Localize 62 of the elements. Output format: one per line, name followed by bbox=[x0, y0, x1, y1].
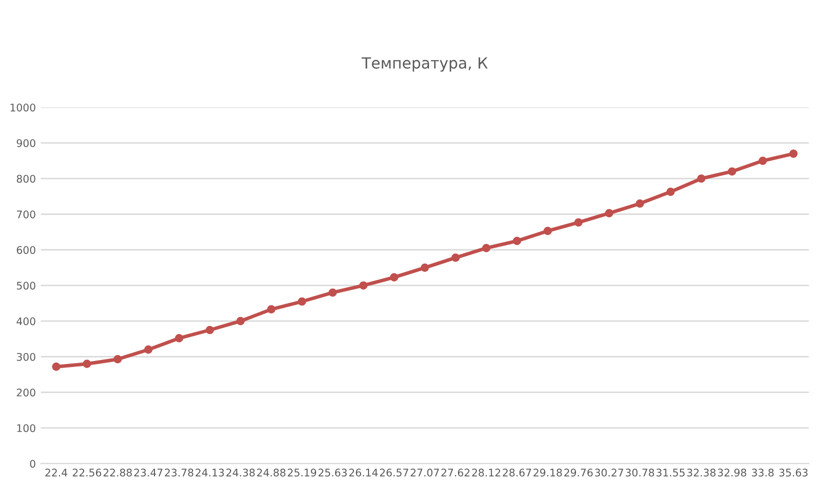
point bbox=[544, 226, 552, 236]
x-tick-label: 32.98 bbox=[718, 468, 746, 477]
point bbox=[728, 167, 736, 176]
point bbox=[359, 281, 368, 290]
point bbox=[420, 264, 430, 272]
point bbox=[604, 208, 614, 218]
y-tick-label: 500 bbox=[16, 282, 36, 290]
chart-title: Температура, К bbox=[362, 57, 488, 72]
x-tick-label: 26.14 bbox=[349, 468, 378, 477]
x-tick-label: 24.13 bbox=[196, 468, 224, 477]
x-tick-label: 25.19 bbox=[288, 468, 316, 477]
x-tick-label: 31.55 bbox=[656, 468, 685, 477]
x-tick-label: 27.62 bbox=[441, 468, 470, 477]
point bbox=[636, 199, 644, 208]
point bbox=[512, 236, 522, 246]
y-tick-label: 300 bbox=[16, 352, 36, 361]
x-tick-label: 28.12 bbox=[472, 468, 500, 477]
y-tick-label: 800 bbox=[16, 174, 36, 183]
y-tick-label: 200 bbox=[16, 388, 36, 396]
y-tick-label: 900 bbox=[16, 139, 36, 148]
point bbox=[789, 150, 798, 158]
x-tick-label: 27.07 bbox=[410, 468, 439, 477]
x-tick-label: 26.57 bbox=[380, 468, 408, 477]
point bbox=[174, 334, 184, 342]
x-tick-label: 29.18 bbox=[534, 468, 562, 477]
y-tick-label: 400 bbox=[16, 317, 36, 326]
point bbox=[144, 345, 153, 354]
x-tick-label: 24.88 bbox=[257, 468, 286, 477]
x-tick-label: 30.27 bbox=[595, 468, 624, 477]
point bbox=[666, 188, 675, 196]
y-tick-label: 700 bbox=[16, 210, 36, 218]
point bbox=[236, 316, 245, 326]
point bbox=[267, 305, 276, 314]
x-tick-label: 22.4 bbox=[45, 468, 68, 476]
x-tick-label: 33.8 bbox=[752, 468, 774, 477]
point bbox=[574, 218, 583, 227]
point bbox=[390, 273, 398, 282]
x-tick-label: 29.76 bbox=[564, 468, 593, 477]
point bbox=[52, 362, 60, 371]
x-tick-label: 25.63 bbox=[318, 468, 347, 477]
point bbox=[758, 156, 767, 165]
x-tick-label: 23.78 bbox=[164, 468, 194, 477]
point bbox=[451, 254, 460, 262]
y-tick-label: 1000 bbox=[10, 104, 36, 112]
point bbox=[697, 174, 706, 183]
point bbox=[113, 355, 122, 364]
point bbox=[298, 297, 306, 306]
point bbox=[328, 288, 337, 297]
point bbox=[82, 360, 92, 368]
x-tick-label: 28.67 bbox=[502, 468, 532, 477]
x-tick-label: 35.63 bbox=[779, 468, 808, 477]
x-tick-label: 22.56 bbox=[72, 468, 102, 477]
y-tick-label: 100 bbox=[17, 424, 36, 432]
x-tick-label: 30.78 bbox=[626, 468, 654, 477]
point bbox=[482, 244, 490, 252]
x-tick-label: 22.88 bbox=[104, 468, 132, 477]
y-tick-label: 600 bbox=[16, 246, 36, 254]
x-tick-label: 24.38 bbox=[226, 468, 255, 477]
x-tick-label: 23.47 bbox=[134, 468, 162, 477]
point bbox=[206, 326, 214, 334]
x-tick-label: 32.38 bbox=[687, 468, 716, 477]
y-tick-label: 0 bbox=[30, 460, 36, 468]
